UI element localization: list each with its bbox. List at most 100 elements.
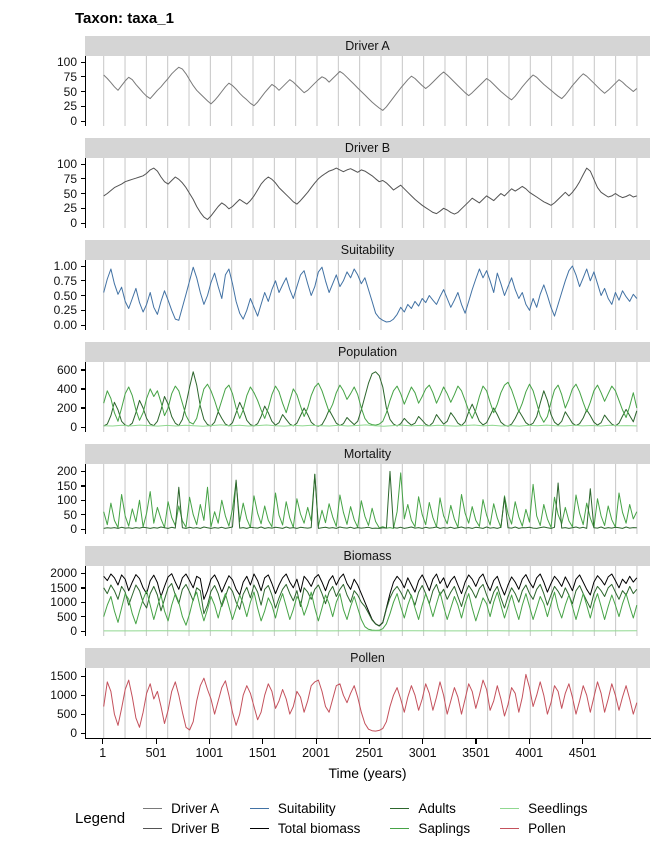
x-axis: 1 501 1001 1501 2001 2501 3001 3501 4001 4501 xyxy=(85,739,650,777)
legend-item-label: Driver B xyxy=(171,821,220,836)
x-tick-mark xyxy=(315,739,317,744)
legend-key-line xyxy=(249,828,269,829)
plot-population xyxy=(85,362,651,432)
y-tick-mark xyxy=(81,572,85,575)
x-tick-mark xyxy=(262,739,264,744)
x-tick-mark xyxy=(475,739,477,744)
legend-key-line xyxy=(500,808,520,809)
series-pollen xyxy=(103,673,638,732)
y-tick-mark xyxy=(81,407,85,409)
y-tick-label: 0.25 xyxy=(53,303,77,318)
y-tick-label: 100 xyxy=(56,55,77,69)
y-axis-driver-a: 0 25 50 75 100 xyxy=(0,36,85,128)
y-tick-mark xyxy=(81,105,85,107)
y-tick-mark xyxy=(81,222,85,224)
y-tick-mark xyxy=(81,309,85,311)
y-tick-label: 2000 xyxy=(50,566,77,581)
series-saplings xyxy=(103,381,638,426)
legend-key-line xyxy=(249,808,269,809)
x-tick-label: 2501 xyxy=(355,746,384,760)
y-tick-mark xyxy=(81,528,85,530)
legend-item: Pollen xyxy=(500,821,587,836)
x-tick-mark xyxy=(368,739,370,744)
y-tick-mark xyxy=(81,587,85,589)
strip-population: Population xyxy=(85,342,650,362)
y-tick-mark xyxy=(81,178,85,180)
y-tick-label: 0 xyxy=(70,216,77,230)
legend-item-label: Pollen xyxy=(528,821,566,836)
plot-pollen xyxy=(85,668,651,739)
series-suitability xyxy=(103,265,638,323)
x-tick-mark xyxy=(528,739,530,744)
y-axis-suitability: 0.00 0.25 0.50 0.75 1.00 xyxy=(0,240,85,331)
y-tick-label: 0 xyxy=(70,726,77,740)
y-tick-mark xyxy=(81,630,85,632)
plot-driver-b xyxy=(85,158,651,228)
y-tick-mark xyxy=(81,295,85,297)
y-tick-label: 100 xyxy=(56,493,77,508)
y-tick-label: 0.50 xyxy=(53,288,77,303)
y-tick-mark xyxy=(81,91,85,93)
x-tick-mark xyxy=(208,739,211,744)
y-tick-mark xyxy=(81,207,85,209)
y-axis-biomass: 0 500 1000 1500 2000 xyxy=(0,546,85,637)
facet-mortality: 0 50 100 150 200 Mortality xyxy=(0,444,672,536)
y-tick-mark xyxy=(81,76,85,78)
series-adults xyxy=(103,583,638,627)
y-tick-label: 1.00 xyxy=(53,259,77,273)
x-tick-label: 1501 xyxy=(248,746,277,760)
series-driver-a xyxy=(103,66,638,111)
legend-item: Driver B xyxy=(143,821,220,836)
x-tick-label: 3501 xyxy=(462,746,490,760)
series-adults xyxy=(103,470,637,529)
series-seedlings xyxy=(103,424,637,427)
y-axis-mortality: 0 50 100 150 200 xyxy=(0,444,85,536)
legend-item-label: Adults xyxy=(418,801,456,816)
y-tick-mark xyxy=(81,485,85,487)
plot-driver-a xyxy=(85,56,651,126)
legend-item-label: Suitability xyxy=(277,801,336,816)
y-tick-label: 50 xyxy=(63,507,77,522)
y-axis-population: 0 200 400 600 xyxy=(0,342,85,434)
y-tick-label: 200 xyxy=(56,464,77,479)
y-tick-label: 600 xyxy=(56,362,77,377)
series-adults xyxy=(103,371,638,427)
y-tick-label: 75 xyxy=(63,69,77,84)
x-tick-label: 1001 xyxy=(195,746,224,760)
legend-key-line xyxy=(143,828,163,829)
legend-item-label: Driver A xyxy=(171,801,220,816)
legend-item-label: Saplings xyxy=(418,821,471,836)
strip-driver-a: Driver A xyxy=(85,36,650,56)
y-tick-label: 500 xyxy=(56,707,77,722)
y-tick-label: 0 xyxy=(70,420,77,434)
y-tick-mark xyxy=(81,470,85,473)
y-tick-label: 0 xyxy=(70,114,77,128)
legend-item: Driver A xyxy=(143,801,220,816)
y-tick-label: 25 xyxy=(63,99,77,114)
y-tick-mark xyxy=(81,280,85,282)
legend-item: Adults xyxy=(390,801,470,816)
y-tick-label: 400 xyxy=(56,381,77,396)
y-tick-mark xyxy=(81,514,85,516)
plot-biomass xyxy=(85,566,651,636)
y-tick-label: 500 xyxy=(56,609,77,624)
y-tick-label: 150 xyxy=(56,478,77,493)
legend-title: Legend xyxy=(75,810,126,827)
x-tick-label: 4501 xyxy=(568,746,597,760)
legend: Legend Driver A Driver B Suitability Total … xyxy=(75,799,672,838)
x-tick-label: 3001 xyxy=(408,746,437,760)
x-tick-mark xyxy=(102,739,104,744)
y-tick-label: 1500 xyxy=(50,669,77,684)
series-saplings xyxy=(103,590,638,631)
legend-item: Seedlings xyxy=(500,801,587,816)
y-tick-label: 50 xyxy=(63,84,77,99)
strip-mortality: Mortality xyxy=(85,444,650,464)
facet-population: 0 200 400 600 Population xyxy=(0,342,672,434)
x-tick-mark xyxy=(155,739,157,744)
y-tick-label: 50 xyxy=(63,186,77,201)
y-tick-label: 0 xyxy=(70,522,77,536)
x-tick-label: 4001 xyxy=(515,746,544,760)
y-tick-mark xyxy=(81,601,85,603)
y-axis-pollen: 0 500 1000 1500 xyxy=(0,648,85,739)
